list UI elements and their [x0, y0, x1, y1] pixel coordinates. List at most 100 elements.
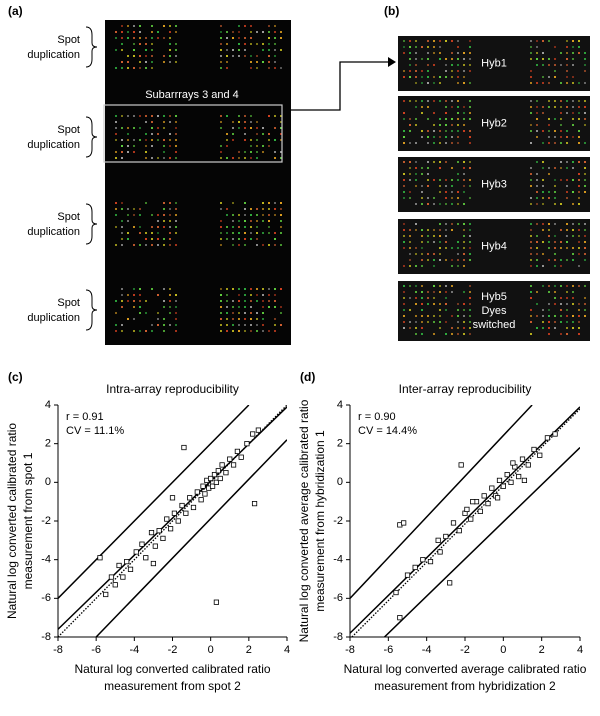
spot — [560, 203, 562, 205]
spot — [268, 49, 270, 51]
spot — [560, 179, 562, 181]
spot — [127, 145, 129, 147]
spot — [139, 306, 141, 308]
spot — [572, 321, 574, 323]
spot — [584, 247, 586, 249]
spot — [403, 100, 405, 102]
spot — [421, 241, 423, 243]
spot — [457, 142, 459, 144]
spot — [421, 297, 423, 299]
hyb-image — [398, 96, 590, 151]
spot — [274, 43, 276, 45]
spot — [530, 197, 532, 199]
spot — [415, 173, 417, 175]
spot — [244, 25, 246, 27]
spot — [554, 100, 556, 102]
spot — [238, 238, 240, 240]
spot — [238, 31, 240, 33]
spot — [433, 291, 435, 293]
spot — [220, 127, 222, 129]
spot — [530, 297, 532, 299]
spot — [409, 321, 411, 323]
spot — [163, 127, 165, 129]
spot — [121, 330, 123, 332]
spot — [175, 31, 177, 33]
spot — [445, 259, 447, 261]
spot — [439, 229, 441, 231]
spot — [163, 208, 165, 210]
spot — [175, 244, 177, 246]
spot — [542, 82, 544, 84]
subarray-box — [103, 104, 283, 163]
spot — [572, 223, 574, 225]
spot — [548, 58, 550, 60]
spot — [578, 223, 580, 225]
spot-label: duplication — [27, 139, 80, 151]
spot — [542, 167, 544, 169]
spot — [262, 208, 264, 210]
spot — [415, 265, 417, 267]
spot — [409, 179, 411, 181]
spot — [274, 244, 276, 246]
spot — [268, 208, 270, 210]
spot — [439, 321, 441, 323]
spot — [578, 321, 580, 323]
data-point — [464, 506, 470, 513]
spot — [554, 191, 556, 193]
spot — [548, 142, 550, 144]
data-point — [230, 462, 237, 468]
spot — [572, 161, 574, 163]
spot — [560, 247, 562, 249]
spot — [566, 46, 568, 48]
spot — [238, 220, 240, 222]
spot — [530, 52, 532, 54]
spot — [439, 285, 441, 287]
spot — [226, 238, 228, 240]
spot — [220, 121, 222, 123]
spot — [566, 70, 568, 72]
spot — [433, 203, 435, 205]
spot — [530, 179, 532, 181]
spot — [566, 106, 568, 108]
spot — [409, 167, 411, 169]
spot — [175, 214, 177, 216]
spot — [433, 130, 435, 132]
spot — [572, 82, 574, 84]
spot — [232, 37, 234, 39]
spot — [139, 67, 141, 69]
spot — [232, 139, 234, 141]
spot — [157, 220, 159, 222]
spot — [421, 173, 423, 175]
spot — [256, 208, 258, 210]
chart: (c) Intra-array reproducibility Natural lo… — [5, 370, 290, 693]
spot — [463, 235, 465, 237]
spot — [415, 297, 417, 299]
spot — [566, 167, 568, 169]
spot — [445, 247, 447, 249]
data-point — [412, 564, 418, 571]
spot — [238, 214, 240, 216]
spot — [244, 55, 246, 57]
x-tick-label: 2 — [539, 644, 545, 656]
fit-line — [351, 408, 580, 637]
spot — [151, 324, 153, 326]
spot — [175, 55, 177, 57]
spot — [427, 118, 429, 120]
spot — [457, 259, 459, 261]
spot — [274, 306, 276, 308]
spot — [578, 241, 580, 243]
data-point — [244, 441, 250, 447]
spot — [542, 197, 544, 199]
spot — [175, 324, 177, 326]
spot — [548, 321, 550, 323]
spot — [536, 106, 538, 108]
spot — [463, 191, 465, 193]
spot — [268, 25, 270, 27]
spot — [445, 161, 447, 163]
spot — [578, 161, 580, 163]
spot — [244, 133, 246, 135]
spot — [451, 223, 453, 225]
spot — [427, 179, 429, 181]
spot — [445, 291, 447, 293]
spot — [151, 238, 153, 240]
